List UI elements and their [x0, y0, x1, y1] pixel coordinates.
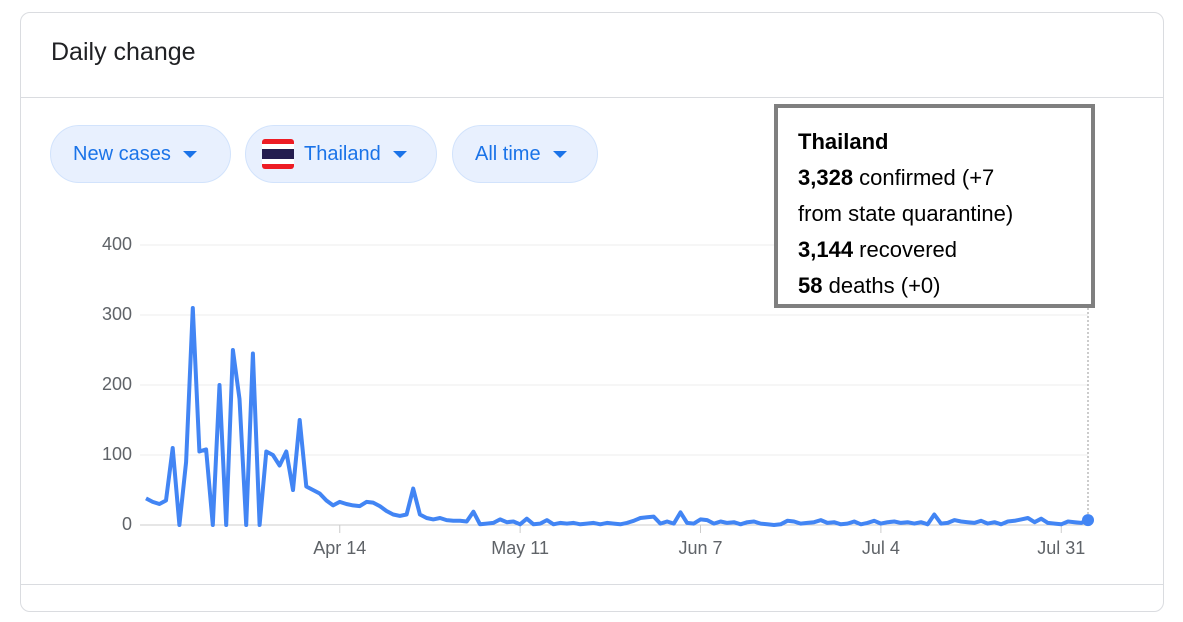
- y-tick-label: 100: [102, 444, 132, 464]
- filter-chip[interactable]: New cases: [50, 125, 231, 183]
- y-tick-label: 300: [102, 304, 132, 324]
- tooltip-line: 3,144 recovered: [798, 232, 1091, 268]
- tooltip-text: deaths (+0): [822, 273, 941, 298]
- chip-label: New cases: [73, 142, 171, 165]
- divider: [21, 584, 1164, 585]
- tooltip-lines: 3,328 confirmed (+7 from state quarantine…: [798, 160, 1091, 304]
- caret: [552, 150, 567, 158]
- tooltip-text: recovered: [853, 237, 958, 262]
- tooltip-value: 3,328: [798, 165, 854, 190]
- tooltip-value: 58: [798, 273, 823, 298]
- x-tick-label: Apr 14: [313, 538, 366, 558]
- card: [20, 12, 1164, 612]
- filter-chip[interactable]: Thailand: [245, 125, 437, 183]
- flag: [262, 139, 294, 169]
- x-tick-label: Jul 4: [862, 538, 900, 558]
- tooltip-text: confirmed (+7: [853, 165, 995, 190]
- tooltip: Thailand 3,328 confirmed (+7 from state q…: [774, 104, 1095, 308]
- y-tick-label: 400: [102, 234, 132, 254]
- caret: [182, 150, 197, 158]
- tooltip-title: Thailand: [798, 129, 889, 154]
- y-tick-label: 200: [102, 374, 132, 394]
- filter-chip[interactable]: All time: [452, 125, 598, 183]
- tooltip-line: 58 deaths (+0): [798, 268, 1091, 304]
- x-tick-label: Jul 31: [1037, 538, 1085, 558]
- divider: [21, 97, 1164, 98]
- caret: [392, 150, 407, 158]
- y-tick-label: 0: [122, 514, 132, 534]
- tooltip-value: 3,144: [798, 237, 854, 262]
- tooltip-line: 3,328 confirmed (+7: [798, 160, 1091, 196]
- chip-label: Thailand: [304, 142, 381, 165]
- hover-dot: [1082, 514, 1094, 527]
- card-title: Daily change: [51, 38, 196, 66]
- x-tick-label: Jun 7: [678, 538, 722, 558]
- tooltip-text: from state quarantine): [798, 201, 1014, 226]
- tooltip-line: from state quarantine): [798, 196, 1091, 232]
- x-tick-label: May 11: [491, 538, 549, 558]
- line: [145, 306, 1089, 527]
- chip-label: All time: [475, 142, 541, 165]
